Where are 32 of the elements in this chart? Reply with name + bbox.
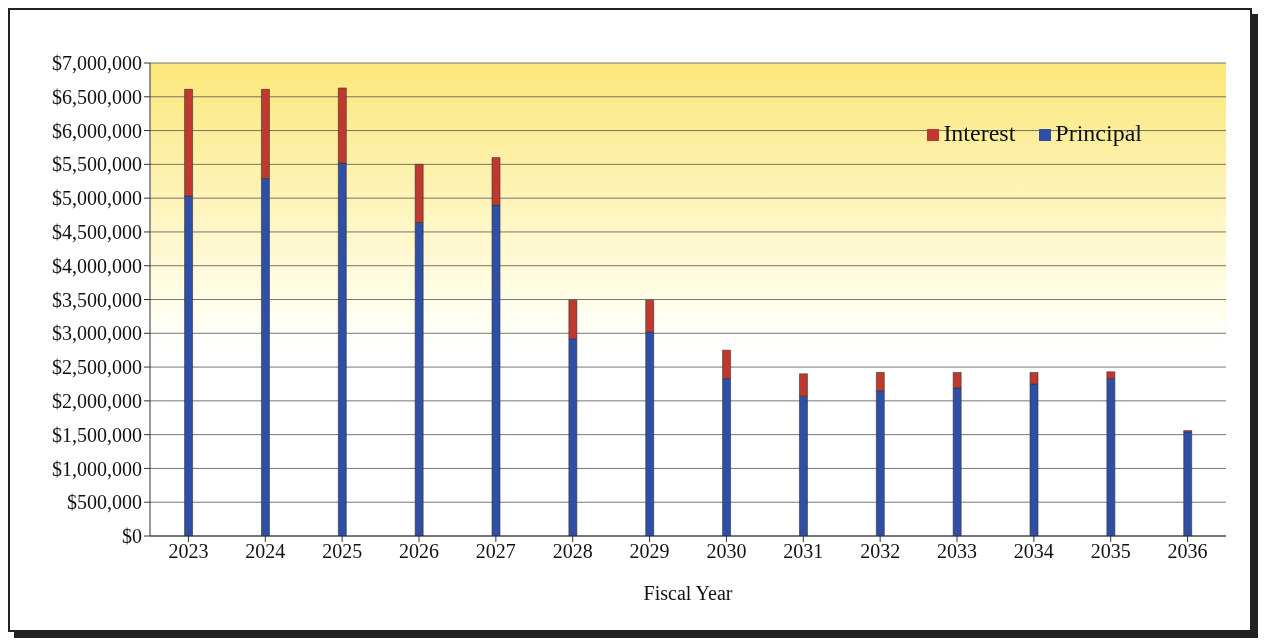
x-tick-label: 2032 xyxy=(860,540,901,563)
x-tick-label: 2034 xyxy=(1013,540,1054,563)
x-tick-label: 2029 xyxy=(629,540,670,563)
x-tick-label: 2023 xyxy=(168,540,209,563)
y-tick-label: $1,500,000 xyxy=(52,423,142,446)
legend-label: Principal xyxy=(1055,120,1142,146)
y-tick-label: $5,000,000 xyxy=(52,187,142,210)
x-axis-title: Fiscal Year xyxy=(643,582,733,604)
y-tick-label: $6,500,000 xyxy=(52,85,142,108)
y-tick-label: $5,500,000 xyxy=(52,153,142,176)
y-tick-label: $2,500,000 xyxy=(52,356,142,379)
y-tick-label: $0 xyxy=(122,525,142,548)
y-tick-label: $7,000,000 xyxy=(52,52,142,75)
legend-label: Interest xyxy=(943,120,1016,146)
x-tick-label: 2031 xyxy=(783,540,824,563)
x-tick-label: 2030 xyxy=(706,540,747,563)
x-tick-label: 2025 xyxy=(322,540,363,563)
y-tick-label: $3,500,000 xyxy=(52,288,142,311)
y-tick-label: $4,500,000 xyxy=(52,221,142,244)
x-tick-label: 2036 xyxy=(1167,540,1208,563)
x-tick-label: 2035 xyxy=(1090,540,1131,563)
x-tick-label: 2028 xyxy=(552,540,593,563)
y-tick-label: $1,000,000 xyxy=(52,457,142,480)
y-tick-label: $2,000,000 xyxy=(52,389,142,412)
x-tick-label: 2024 xyxy=(245,540,286,563)
x-tick-label: 2033 xyxy=(937,540,977,563)
y-tick-label: $500,000 xyxy=(67,491,142,514)
y-tick-label: $3,000,000 xyxy=(52,322,142,345)
y-tick-label: $4,000,000 xyxy=(52,254,142,277)
x-tick-label: 2027 xyxy=(475,540,516,563)
y-tick-label: $6,000,000 xyxy=(52,119,142,142)
x-tick-label: 2026 xyxy=(399,540,439,563)
